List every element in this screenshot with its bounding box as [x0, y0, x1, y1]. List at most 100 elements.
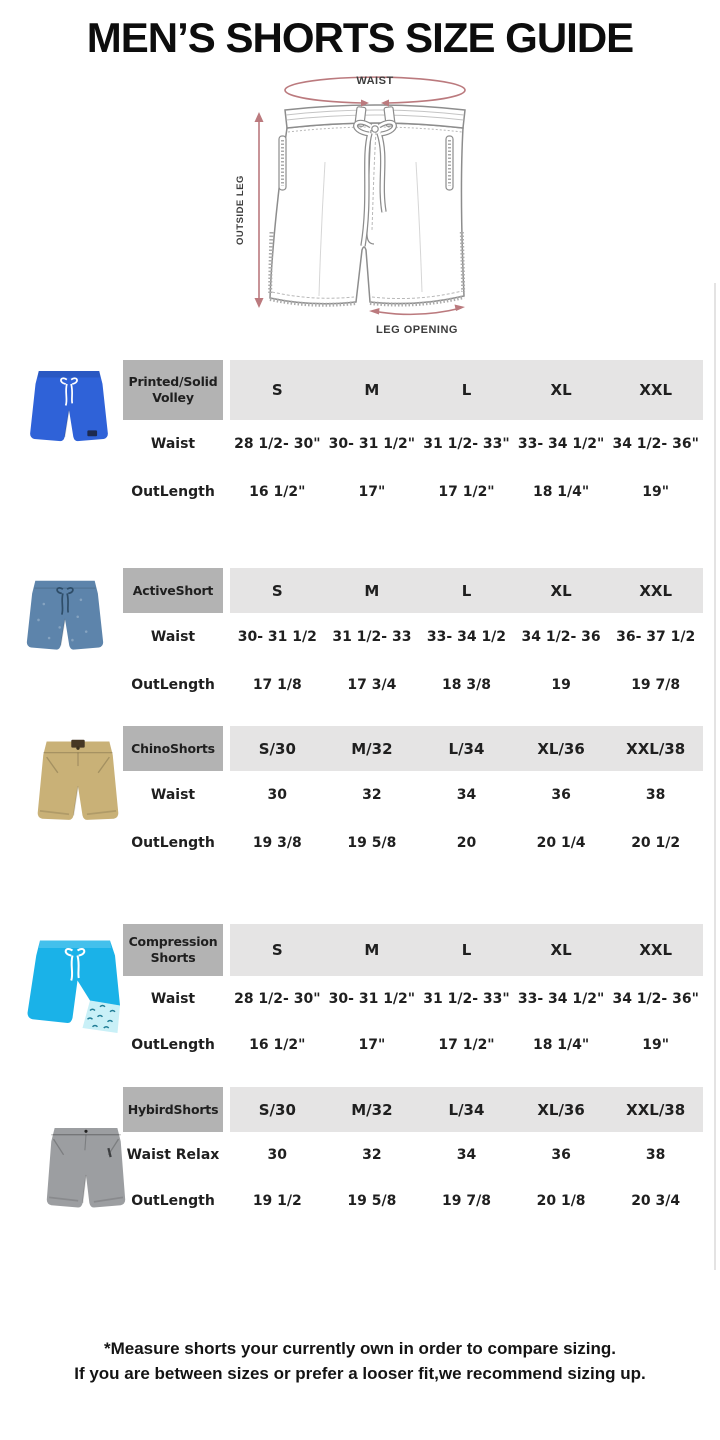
- size-value-cell: 19 7/8: [442, 1193, 491, 1209]
- size-column-header: XL/36: [537, 739, 585, 758]
- size-value-cell: 36: [551, 1147, 571, 1163]
- size-column-header: S: [271, 941, 283, 959]
- product-image-active-shorts: [26, 580, 104, 650]
- size-value-cell: 34 1/2- 36": [612, 436, 699, 452]
- size-value-cell: 30- 31 1/2": [328, 991, 416, 1007]
- outside-leg-label: OUTSIDE LEG: [235, 175, 246, 245]
- waist-label: WAIST: [356, 75, 393, 87]
- size-column-header: L: [461, 941, 472, 959]
- table-row-waist: Waist 28 1/2- 30" 30- 31 1/2" 31 1/2- 33…: [123, 976, 703, 1022]
- size-value-cell: 32: [362, 1147, 382, 1163]
- size-value-cell: 31 1/2- 33: [332, 629, 412, 645]
- size-value-cell: 19": [642, 1037, 670, 1053]
- brand-label: [87, 430, 98, 437]
- image-edge-line: [714, 283, 716, 1270]
- size-value-cell: 19 7/8: [631, 677, 681, 693]
- size-value-cell: 17 1/8: [252, 677, 302, 693]
- size-column-header: XXL: [639, 581, 673, 600]
- size-value-cell: 33- 34 1/2: [426, 629, 507, 645]
- size-table-printed-solid-volley: Printed/Solid Volley S M L XL XXL Waist …: [123, 360, 703, 516]
- size-value-cell: 19": [642, 484, 670, 500]
- size-column-header: M: [364, 941, 380, 959]
- row-label: Waist Relax: [126, 1147, 220, 1163]
- size-column-header: L: [461, 381, 472, 399]
- size-value-cell: 33- 34 1/2": [517, 436, 605, 452]
- size-value-cell: 17": [358, 484, 386, 500]
- leg-opening-arrow: [369, 304, 465, 316]
- drawstring: [64, 948, 86, 981]
- shorts-line-drawing: [268, 104, 466, 307]
- size-value-cell: 33- 34 1/2": [517, 991, 605, 1007]
- size-column-header: S: [271, 581, 283, 600]
- table-row-waist-relax: Waist Relax 30 32 34 36 38: [123, 1132, 703, 1178]
- size-value-cell: 17": [358, 1037, 386, 1053]
- size-value-cell: 31 1/2- 33": [423, 991, 510, 1007]
- page-title: MEN’S SHORTS SIZE GUIDE: [86, 14, 634, 61]
- table-row-outlength: OutLength 19 3/8 19 5/8 20 20 1/4 20 1/2: [123, 819, 703, 867]
- size-column-header: XXL/38: [626, 739, 686, 758]
- row-label: Waist: [150, 629, 196, 645]
- left-pocket-slit: [278, 135, 287, 191]
- size-column-header: XL: [550, 381, 572, 399]
- drawstring: [353, 119, 397, 247]
- zipper-detail: [107, 1147, 112, 1158]
- table-row-outlength: OutLength 16 1/2" 17" 17 1/2" 18 1/4" 19…: [123, 468, 703, 516]
- size-table-active-short: ActiveShort S M L XL XXL Waist 30- 31 1/…: [123, 568, 703, 709]
- size-value-cell: 19 3/8: [252, 835, 302, 851]
- size-value-cell: 32: [362, 787, 382, 803]
- size-column-header: L/34: [448, 739, 485, 758]
- size-column-header: XXL: [639, 941, 673, 959]
- table-row-outlength: OutLength 19 1/2 19 5/8 19 7/8 20 1/8 20…: [123, 1178, 703, 1224]
- size-column-header: XXL/38: [626, 1100, 686, 1119]
- size-value-cell: 20: [456, 835, 477, 851]
- size-value-cell: 28 1/2- 30": [234, 991, 321, 1007]
- size-column-header: L/34: [448, 1100, 485, 1119]
- size-value-cell: 20 1/8: [536, 1193, 586, 1209]
- product-image-hybrid-shorts: [46, 1127, 126, 1208]
- size-table-chino-shorts: ChinoShorts S/30 M/32 L/34 XL/36 XXL/38 …: [123, 726, 703, 867]
- size-value-cell: 19 1/2: [252, 1193, 302, 1209]
- size-value-cell: 31 1/2- 33": [423, 436, 510, 452]
- size-value-cell: 16 1/2": [249, 484, 306, 500]
- size-value-cell: 19: [551, 677, 571, 693]
- size-value-cell: 19 5/8: [347, 1193, 397, 1209]
- size-value-cell: 16 1/2": [249, 1037, 306, 1053]
- table-row-outlength: OutLength 17 1/8 17 3/4 18 3/8 19 19 7/8: [123, 661, 703, 709]
- table-title-cell: Compression Shorts: [123, 924, 223, 976]
- size-column-header: S/30: [258, 1100, 296, 1119]
- size-column-header: S/30: [258, 739, 296, 758]
- size-value-cell: 34 1/2- 36": [612, 991, 699, 1007]
- row-label: OutLength: [131, 835, 215, 851]
- footnote-line-1: *Measure shorts your currently own in or…: [103, 1339, 616, 1358]
- size-value-cell: 20 1/2: [631, 835, 681, 851]
- size-value-cell: 18 1/4": [532, 484, 590, 500]
- size-value-cell: 17 1/2": [438, 1037, 495, 1053]
- size-value-cell: 17 3/4: [347, 677, 397, 693]
- size-column-header: M/32: [351, 739, 393, 758]
- row-label: Waist: [150, 436, 196, 452]
- table-title-cell: Printed/Solid Volley: [123, 360, 223, 420]
- table-row-waist: Waist 28 1/2- 30" 30- 31 1/2" 31 1/2- 33…: [123, 420, 703, 468]
- row-label: Waist: [150, 787, 196, 803]
- table-title-cell: ActiveShort: [123, 568, 223, 613]
- size-column-header: L: [461, 581, 472, 600]
- size-value-cell: 34: [456, 1147, 477, 1163]
- size-value-cell: 28 1/2- 30": [234, 436, 321, 452]
- size-value-cell: 18 1/4": [532, 1037, 590, 1053]
- size-value-cell: 30: [267, 787, 288, 803]
- leg-opening-label: LEG OPENING: [376, 324, 458, 336]
- size-value-cell: 34: [456, 787, 477, 803]
- size-column-header: XL/36: [537, 1100, 585, 1119]
- size-column-header: XXL: [639, 381, 673, 399]
- size-column-header: M/32: [351, 1100, 393, 1119]
- outside-leg-arrow: [254, 112, 264, 308]
- right-pocket-slit: [445, 135, 454, 191]
- size-value-cell: 18 3/8: [442, 677, 491, 693]
- size-value-cell: 38: [645, 1147, 666, 1163]
- size-value-cell: 34 1/2- 36: [521, 629, 601, 645]
- row-label: OutLength: [131, 1193, 215, 1209]
- size-column-header: M: [364, 581, 380, 600]
- size-table-hybrid-shorts: HybirdShorts S/30 M/32 L/34 XL/36 XXL/38…: [123, 1087, 703, 1224]
- size-value-cell: 38: [645, 787, 666, 803]
